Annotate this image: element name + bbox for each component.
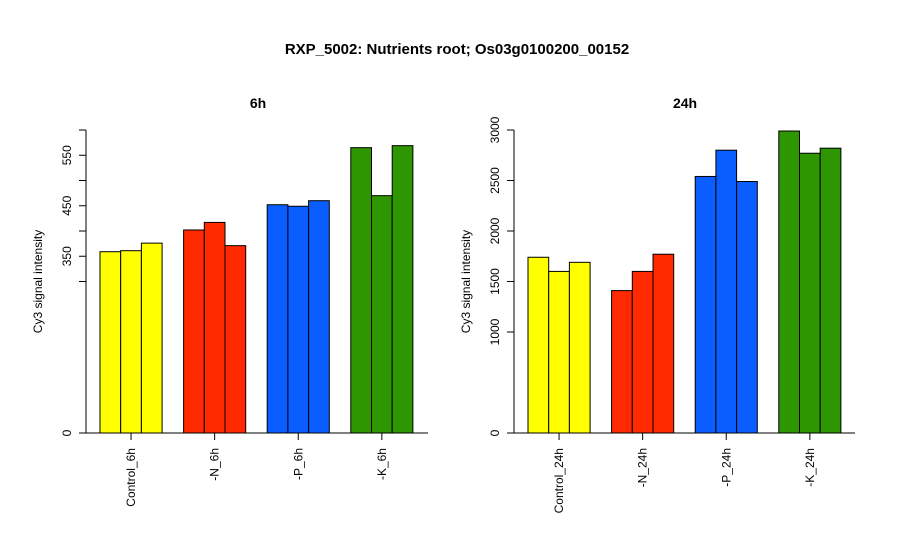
y-tick-label: 0 <box>488 429 502 436</box>
bar-Control_6h-2 <box>120 250 142 434</box>
x-tick-label: -K_6h <box>375 448 389 480</box>
x-tick-label: -N_24h <box>636 448 650 487</box>
bar--K_24h-3 <box>819 147 842 434</box>
y-tick-label: 450 <box>60 195 74 215</box>
bar--P_6h-1 <box>266 204 289 434</box>
y-tick-label: 2000 <box>488 217 502 244</box>
figure-title: RXP_5002: Nutrients root; Os03g0100200_0… <box>285 41 629 58</box>
bar--N_6h-1 <box>183 229 205 434</box>
bar-Control_24h-3 <box>568 261 591 434</box>
panel-6h: 6h Cy3 signal intensity 0 350 450 550 Control_… <box>31 95 428 507</box>
bar--P_6h-2 <box>287 205 310 434</box>
y-axis-label: Cy3 signal intensity <box>31 230 45 333</box>
y-tick-label: 3000 <box>488 116 502 143</box>
bar--K_24h-1 <box>778 130 800 434</box>
panel-title: 6h <box>250 95 266 111</box>
bar--N_24h-3 <box>652 253 675 434</box>
bar--P_24h-3 <box>736 181 758 434</box>
bar--K_6h-2 <box>371 195 393 434</box>
x-tick-label: -N_6h <box>208 448 222 481</box>
x-tick-label: Control_6h <box>124 448 138 507</box>
y-tick-label: 550 <box>60 145 74 165</box>
x-tick-label: -P_24h <box>719 448 733 487</box>
y-tick-label: 350 <box>60 246 74 266</box>
y-tick-label: 1500 <box>488 268 502 295</box>
panel-title: 24h <box>673 95 697 111</box>
bar--K_6h-3 <box>391 145 414 434</box>
bar--K_24h-2 <box>799 152 821 434</box>
bar--N_24h-2 <box>631 270 654 434</box>
bar-Control_24h-1 <box>527 256 550 434</box>
bar--P_24h-1 <box>694 175 717 434</box>
bar-Control_6h-3 <box>140 242 163 434</box>
y-axis-label: Cy3 signal intensity <box>459 230 473 333</box>
x-tick-label: -P_6h <box>291 448 305 480</box>
bar--N_24h-1 <box>611 290 633 434</box>
bar--P_6h-3 <box>308 200 330 434</box>
bar--P_24h-2 <box>715 149 738 434</box>
bar--K_6h-1 <box>350 147 372 434</box>
bar-Control_24h-2 <box>548 270 570 434</box>
y-tick-label: 0 <box>60 429 74 436</box>
panel-24h: 24h Cy3 signal intensity 0 1000 1500 2000 2500… <box>459 95 855 513</box>
bar-Control_6h-1 <box>99 251 122 434</box>
bar--N_6h-2 <box>203 221 226 434</box>
x-tick-label: -K_24h <box>803 448 817 487</box>
x-tick-label: Control_24h <box>552 448 566 513</box>
y-tick-label: 1000 <box>488 318 502 345</box>
y-tick-label: 2500 <box>488 167 502 194</box>
bar--N_6h-3 <box>224 245 247 434</box>
